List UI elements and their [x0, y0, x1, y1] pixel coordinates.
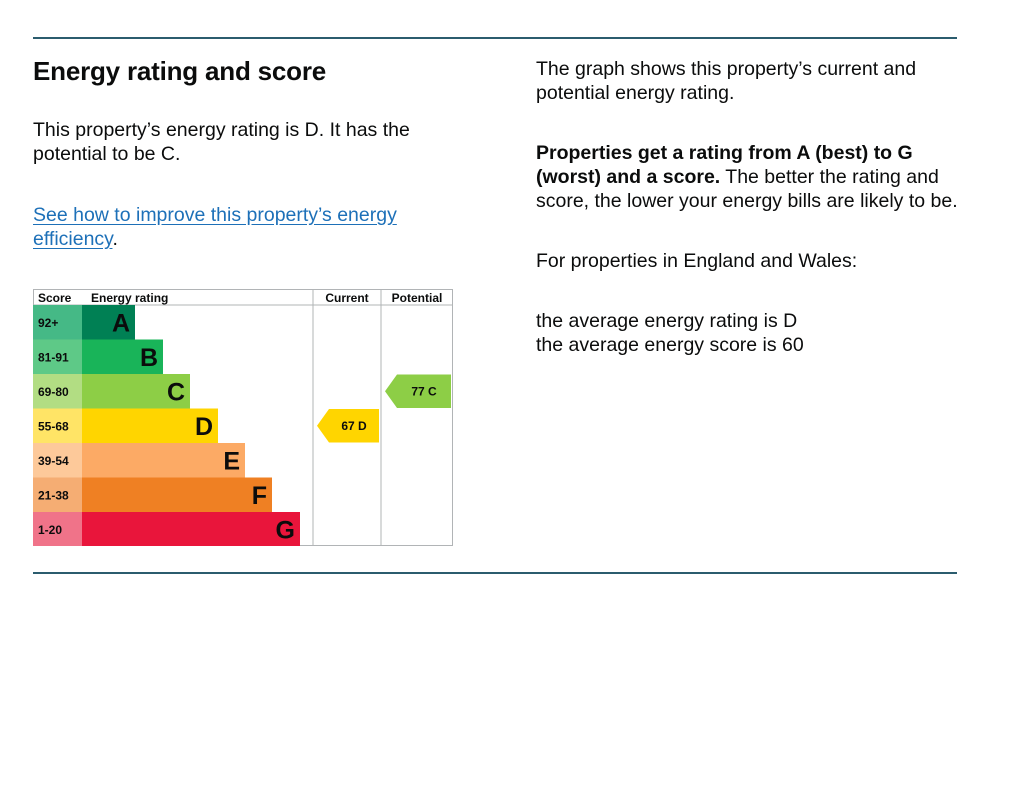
score-cell-g [33, 512, 82, 546]
score-range-a: 92+ [38, 316, 58, 330]
rating-letter-b: B [140, 344, 158, 372]
energy-rating-chart: Score Energy rating Current Potential 92+ A 81… [33, 289, 453, 546]
rating-letter-a: A [112, 309, 130, 337]
rating-letter-e: E [223, 447, 240, 475]
rating-explanation: Properties get a rating from A (best) to… [536, 141, 966, 213]
current-rating-label: 67 D [341, 419, 367, 433]
score-cell-d [33, 408, 82, 443]
potential-header: Potential [392, 291, 443, 305]
rating-letter-c: C [167, 378, 185, 406]
potential-rating-label: 77 C [411, 384, 437, 398]
score-range-b: 81-91 [38, 350, 69, 364]
current-header: Current [325, 291, 368, 305]
rating-letter-g: G [276, 516, 295, 544]
rating-summary: This property’s energy rating is D. It h… [33, 119, 410, 165]
score-cell-c [33, 374, 82, 409]
rating-explanation-rest: The better the rating and score, the low… [536, 166, 958, 212]
region-intro: For properties in England and Wales: [536, 250, 858, 272]
score-range-d: 55-68 [38, 419, 69, 433]
score-range-f: 21-38 [38, 488, 69, 502]
score-range-c: 69-80 [38, 385, 69, 399]
average-score: the average energy score is 60 [536, 334, 804, 356]
graph-note: The graph shows this property’s current … [536, 58, 917, 104]
page-title: Energy rating and score [33, 56, 327, 86]
score-cell-b [33, 339, 82, 374]
current-rating-arrow [317, 409, 379, 443]
score-header: Score [38, 291, 72, 305]
rating-bar-g [82, 512, 300, 546]
summary-column: Energy rating and score This property’s … [33, 55, 473, 251]
rating-letter-d: D [195, 413, 213, 441]
rating-explanation-bold: Properties get a rating from A (best) to… [536, 142, 913, 188]
rating-bar-d [82, 408, 218, 443]
rating-bar-b [82, 339, 163, 374]
top-divider [33, 37, 957, 39]
score-range-g: 1-20 [38, 523, 62, 537]
score-cell-e [33, 443, 82, 478]
explanation-column: The graph shows this property’s current … [536, 57, 966, 357]
average-rating: the average energy rating is D [536, 310, 798, 332]
score-range-e: 39-54 [38, 454, 69, 468]
improve-paragraph: See how to improve this property’s energ… [33, 203, 473, 251]
epc-graph: Score Energy rating Current Potential 92+ A 81… [33, 289, 453, 546]
rating-bar-a [82, 305, 135, 340]
potential-rating-arrow [385, 374, 451, 408]
rating-letter-f: F [252, 482, 267, 510]
score-cell-f [33, 477, 82, 512]
energy-rating-header: Energy rating [91, 291, 168, 305]
score-cell-a [33, 305, 82, 340]
improve-link-suffix: . [112, 228, 118, 250]
rating-bar-f [82, 477, 272, 512]
rating-bar-e [82, 443, 245, 478]
improve-efficiency-link[interactable]: See how to improve this property’s energ… [33, 204, 397, 250]
rating-bar-c [82, 374, 190, 409]
bottom-divider [33, 572, 957, 574]
